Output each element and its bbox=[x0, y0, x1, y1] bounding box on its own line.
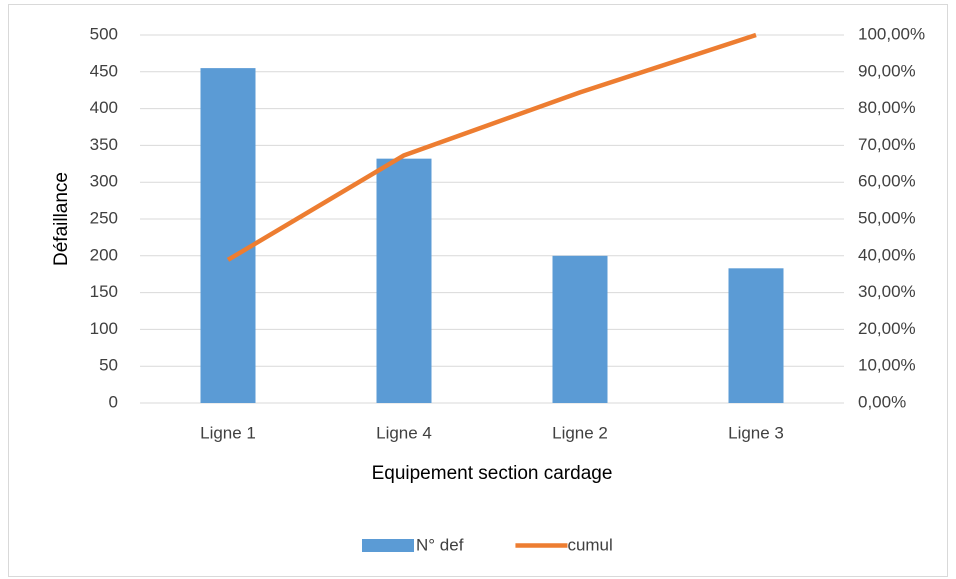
y2-tick-label: 20,00% bbox=[858, 319, 916, 338]
y2-tick-label: 100,00% bbox=[858, 24, 925, 43]
chart-frame bbox=[8, 4, 948, 577]
y2-tick-label: 60,00% bbox=[858, 172, 916, 191]
x-axis-label: Equipement section cardage bbox=[372, 463, 613, 484]
y-tick-label: 50 bbox=[99, 356, 118, 375]
y-tick-label: 150 bbox=[90, 282, 118, 301]
y-tick-label: 100 bbox=[90, 319, 118, 338]
y-tick-label: 200 bbox=[90, 245, 118, 264]
y2-tick-label: 90,00% bbox=[858, 61, 916, 80]
y-tick-label: 500 bbox=[90, 24, 118, 43]
x-tick-label: Ligne 1 bbox=[200, 423, 256, 442]
y-tick-label: 450 bbox=[90, 61, 118, 80]
y-tick-label: 0 bbox=[109, 392, 118, 411]
y-axis-label: Défaillance bbox=[51, 172, 72, 266]
y2-tick-label: 80,00% bbox=[858, 98, 916, 117]
bar bbox=[728, 268, 784, 403]
line bbox=[226, 32, 757, 262]
y-tick-label: 300 bbox=[90, 172, 118, 191]
x-tick-label: Ligne 4 bbox=[376, 423, 432, 442]
x-tick-label: Ligne 2 bbox=[552, 423, 608, 442]
y2-tick-label: 50,00% bbox=[858, 208, 916, 227]
legend-label: N° def bbox=[416, 535, 464, 554]
y-tick-label: 400 bbox=[90, 98, 118, 117]
y-tick-label: 350 bbox=[90, 135, 118, 154]
y2-tick-label: 40,00% bbox=[858, 245, 916, 264]
y2-tick-label: 30,00% bbox=[858, 282, 916, 301]
y2-tick-label: 70,00% bbox=[858, 135, 916, 154]
legend-label: cumul bbox=[567, 535, 612, 554]
bar bbox=[200, 68, 256, 404]
legend-swatch bbox=[362, 539, 414, 552]
bar bbox=[552, 255, 608, 403]
x-tick-label: Ligne 3 bbox=[728, 423, 784, 442]
y-tick-label: 250 bbox=[90, 208, 118, 227]
y2-tick-label: 10,00% bbox=[858, 356, 916, 375]
y2-tick-label: 0,00% bbox=[858, 392, 906, 411]
bar bbox=[376, 158, 432, 403]
